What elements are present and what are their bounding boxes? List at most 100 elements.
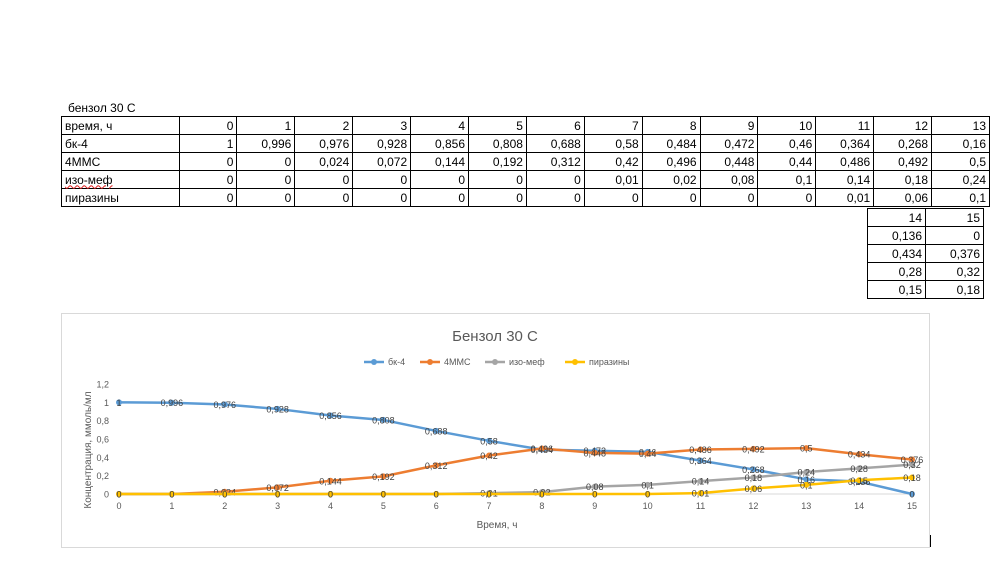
data-point[interactable] (274, 491, 281, 497)
data-point[interactable] (486, 452, 493, 459)
table-cell[interactable]: 0,268 (873, 134, 933, 153)
table-cell[interactable]: 0 (352, 170, 412, 189)
table-cell[interactable]: 0 (925, 226, 984, 245)
data-point[interactable] (327, 412, 334, 419)
table-cell[interactable]: 0,928 (352, 134, 412, 153)
data-point[interactable] (697, 490, 704, 497)
data-point[interactable] (433, 491, 440, 497)
table-cell[interactable]: 0,06 (873, 188, 933, 207)
table-cell[interactable]: 1 (236, 116, 296, 135)
data-point[interactable] (116, 491, 122, 497)
table-cell[interactable]: 0 (294, 188, 354, 207)
table-cell[interactable]: 0,16 (931, 134, 990, 153)
table-cell[interactable]: 0,01 (583, 170, 643, 189)
row-label[interactable]: пиразины (61, 188, 180, 207)
table-cell[interactable]: 0,492 (873, 152, 933, 171)
data-point[interactable] (644, 450, 651, 457)
data-point[interactable] (591, 491, 598, 497)
data-point[interactable] (168, 399, 175, 406)
table-cell[interactable]: 12 (873, 116, 933, 135)
table-cell[interactable]: 2 (294, 116, 354, 135)
table-cell[interactable]: 0,15 (867, 280, 926, 299)
table-cell[interactable]: 0,996 (236, 134, 296, 153)
data-point[interactable] (380, 491, 387, 497)
table-cell[interactable]: 0 (525, 170, 585, 189)
data-point[interactable] (909, 461, 915, 468)
table-cell[interactable]: 0,376 (925, 244, 984, 263)
legend-item[interactable]: бк-4 (364, 357, 405, 367)
data-point[interactable] (750, 445, 757, 452)
table-cell[interactable]: 0,14 (815, 170, 875, 189)
table-cell[interactable]: 14 (867, 208, 926, 227)
data-point[interactable] (750, 474, 757, 481)
data-point[interactable] (221, 491, 228, 497)
table-cell[interactable]: 1 (178, 134, 238, 153)
legend-item[interactable]: пиразины (565, 357, 629, 367)
table-cell[interactable]: 0,58 (583, 134, 643, 153)
table-cell[interactable]: 0,144 (410, 152, 470, 171)
table-cell[interactable]: 0,5 (931, 152, 990, 171)
table-cell[interactable]: 0 (699, 188, 759, 207)
table-cell[interactable]: 0,32 (925, 262, 984, 281)
table-cell[interactable]: 0,44 (757, 152, 817, 171)
table-cell[interactable]: 0,08 (699, 170, 759, 189)
table-cell[interactable]: 0,02 (641, 170, 701, 189)
table-cell[interactable]: 0,072 (352, 152, 412, 171)
data-point[interactable] (750, 466, 757, 473)
chart-area[interactable]: Бензол 30 С Время, ч Концентрация, ммоль… (61, 313, 930, 548)
data-point[interactable] (856, 451, 863, 458)
table-cell[interactable]: 0,18 (873, 170, 933, 189)
data-point[interactable] (644, 481, 651, 488)
data-point[interactable] (327, 477, 334, 484)
table-cell[interactable]: 3 (352, 116, 412, 135)
data-point[interactable] (591, 483, 598, 490)
table-cell[interactable]: 0,312 (525, 152, 585, 171)
table-cell[interactable]: 0 (178, 152, 238, 171)
table-cell[interactable]: 0,808 (468, 134, 527, 153)
data-point[interactable] (486, 491, 493, 497)
data-point[interactable] (803, 469, 810, 475)
table-cell[interactable]: 0,472 (699, 134, 759, 153)
table-cell[interactable]: 0,18 (925, 280, 984, 299)
table-cell[interactable]: 0,24 (931, 170, 990, 189)
table-cell[interactable]: 0 (178, 170, 238, 189)
data-point[interactable] (380, 416, 387, 423)
table-cell[interactable]: 0 (352, 188, 412, 207)
table-cell[interactable]: 8 (641, 116, 701, 135)
table-cell[interactable]: 0,856 (410, 134, 470, 153)
table-cell[interactable]: 0 (757, 188, 817, 207)
table-cell[interactable]: 0 (294, 170, 354, 189)
table-cell[interactable]: 5 (468, 116, 527, 135)
data-point[interactable] (221, 401, 228, 408)
data-point[interactable] (803, 481, 810, 488)
data-point[interactable] (909, 491, 915, 497)
table-cell[interactable]: 0,484 (641, 134, 701, 153)
table-cell[interactable]: 0 (641, 188, 701, 207)
legend-item[interactable]: изо-меф (485, 357, 545, 367)
table-cell[interactable]: 4 (410, 116, 470, 135)
table-cell[interactable]: 0,1 (757, 170, 817, 189)
data-point[interactable] (538, 445, 545, 452)
table-cell[interactable]: 0,024 (294, 152, 354, 171)
table-cell[interactable]: 0 (525, 188, 585, 207)
table-cell[interactable]: 0,1 (931, 188, 990, 207)
legend-item[interactable]: 4ММС (420, 357, 471, 367)
data-point[interactable] (856, 477, 863, 484)
data-point[interactable] (856, 465, 863, 472)
data-point[interactable] (803, 445, 810, 452)
table-cell[interactable]: 0 (236, 152, 296, 171)
data-point[interactable] (168, 491, 175, 497)
data-point[interactable] (274, 484, 281, 491)
table-cell[interactable]: 0 (178, 116, 238, 135)
table-cell[interactable]: 13 (931, 116, 990, 135)
table-cell[interactable]: 0,192 (468, 152, 527, 171)
table-cell[interactable]: 0 (236, 188, 296, 207)
table-cell[interactable]: 0,46 (757, 134, 817, 153)
table-cell[interactable]: 0,42 (583, 152, 643, 171)
table-cell[interactable]: 15 (925, 208, 984, 227)
data-point[interactable] (644, 491, 651, 497)
table-cell[interactable]: 0,28 (867, 262, 926, 281)
data-point[interactable] (591, 449, 598, 456)
table-cell[interactable]: 0 (410, 188, 470, 207)
row-label[interactable]: изо-меф (61, 170, 180, 189)
